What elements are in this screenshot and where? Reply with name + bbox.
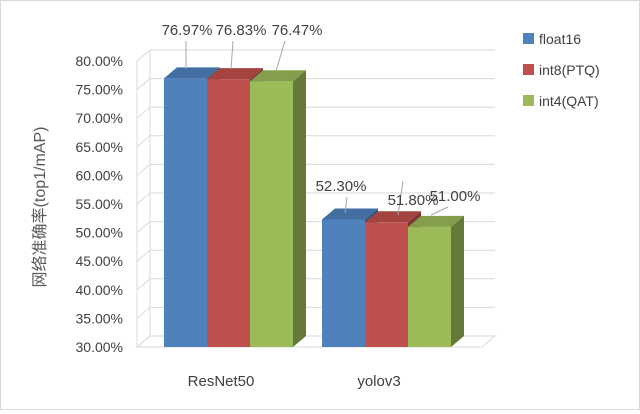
- gridline-side: [136, 221, 151, 233]
- legend-entry: int8(PTQ): [523, 62, 600, 78]
- y-tick-label: 40.00%: [76, 282, 123, 298]
- y-axis-ticks: 30.00% 35.00% 40.00% 45.00% 50.00% 55.00% 60.0…: [76, 53, 123, 355]
- legend-label: int4(QAT): [539, 93, 599, 109]
- bar-front: [250, 81, 293, 348]
- y-tick-label: 55.00%: [76, 196, 123, 212]
- gridline-side: [136, 307, 151, 319]
- legend-swatch: [523, 95, 534, 106]
- y-tick-label: 45.00%: [76, 253, 123, 269]
- y-tick-label: 60.00%: [76, 167, 123, 183]
- data-label: 52.30%: [316, 178, 367, 195]
- y-tick-label: 50.00%: [76, 225, 123, 241]
- y-tick-label: 80.00%: [76, 53, 123, 69]
- bar-front: [164, 78, 207, 347]
- data-label: 76.47%: [272, 22, 323, 39]
- bar-top: [164, 67, 220, 79]
- legend-label: int8(PTQ): [539, 62, 600, 78]
- gridline-side: [136, 278, 151, 291]
- gridline-side: [136, 49, 151, 62]
- bar-side: [451, 215, 464, 347]
- legend: float16 int8(PTQ) int4(QAT): [523, 31, 600, 109]
- y-tick-label: 30.00%: [76, 339, 123, 355]
- bar-top: [250, 70, 306, 82]
- bar-top: [408, 215, 464, 227]
- leader-line: [430, 206, 449, 216]
- bar-front: [322, 219, 365, 347]
- y-tick-label: 35.00%: [76, 310, 123, 326]
- gridline-side: [136, 78, 151, 90]
- y-tick-label: 75.00%: [76, 82, 123, 98]
- bar-top: [207, 68, 263, 80]
- leader-line: [230, 40, 234, 70]
- gridline-side: [136, 249, 151, 262]
- x-tick-label: ResNet50: [188, 373, 255, 390]
- bar-top: [365, 211, 421, 223]
- legend-swatch: [523, 33, 534, 44]
- bar-side: [293, 70, 306, 348]
- gridline-side: [136, 164, 151, 176]
- y-tick-label: 65.00%: [76, 139, 123, 155]
- leader-line: [275, 40, 286, 72]
- gridline-side: [136, 135, 151, 148]
- category-labels: ResNet50 yolov3: [188, 373, 401, 390]
- bar: [250, 70, 306, 348]
- bar-front: [408, 226, 451, 347]
- data-labels: 76.97% 52.30% 76.83% 51.80% 76.47% 51.00%: [162, 22, 481, 216]
- bar: [408, 215, 464, 347]
- x-tick-label: yolov3: [357, 373, 400, 390]
- legend-entry: int4(QAT): [523, 93, 599, 109]
- bars-layer: [164, 67, 464, 348]
- leader-line: [397, 180, 404, 216]
- y-axis-label: 网络准确率(top1/mAP): [30, 127, 49, 288]
- data-label: 76.97%: [162, 22, 213, 39]
- gridline-side: [136, 192, 151, 205]
- bar-front: [365, 222, 408, 347]
- bar-front: [207, 79, 250, 348]
- legend-entry: float16: [523, 31, 581, 47]
- bar-top: [322, 208, 378, 220]
- gridline-side: [136, 106, 151, 119]
- data-label: 51.00%: [430, 188, 481, 205]
- legend-swatch: [523, 64, 534, 75]
- legend-label: float16: [539, 31, 581, 47]
- y-tick-label: 70.00%: [76, 110, 123, 126]
- leader-line: [344, 196, 348, 214]
- data-label: 51.80%: [388, 192, 439, 209]
- data-label: 76.83%: [216, 22, 267, 39]
